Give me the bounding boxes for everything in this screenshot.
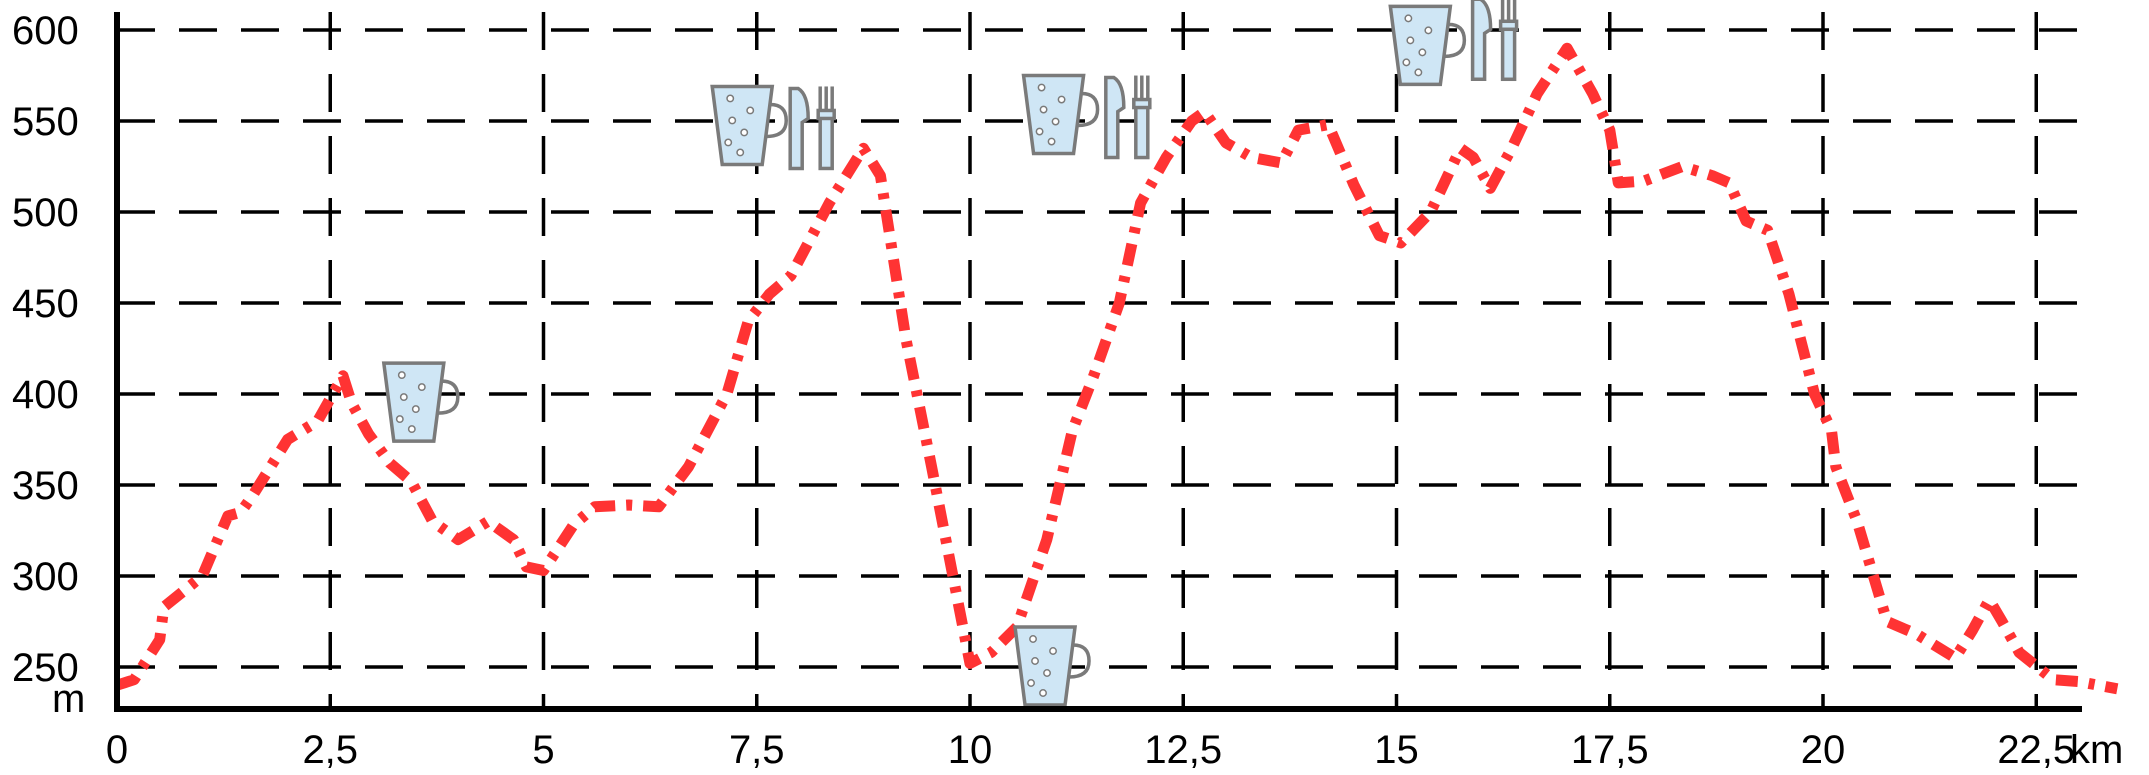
food-icon <box>788 86 836 171</box>
x-tick-label: 15 <box>1374 728 1419 772</box>
y-axis-unit: m <box>52 677 85 721</box>
drink-icon <box>1388 4 1467 87</box>
y-tick-label: 450 <box>12 282 79 326</box>
x-axis-unit: km <box>2070 728 2123 772</box>
amenity-icons <box>381 0 1519 707</box>
x-tick-label: 20 <box>1801 728 1846 772</box>
food-icon <box>1470 0 1519 82</box>
grid <box>117 12 2082 709</box>
y-tick-label: 500 <box>12 191 79 235</box>
elevation-profile <box>115 42 2119 695</box>
x-tick-label: 0 <box>106 728 128 772</box>
x-tick-label: 22,5 <box>1997 728 2075 772</box>
x-tick-label: 5 <box>532 728 554 772</box>
x-tick-label: 17,5 <box>1571 728 1649 772</box>
drink-icon <box>1013 625 1091 707</box>
drink-icon <box>1021 73 1100 156</box>
x-tick-label: 7,5 <box>729 728 785 772</box>
x-tick-label: 2,5 <box>302 728 358 772</box>
y-tick-label: 600 <box>12 9 79 53</box>
elevation-line <box>115 42 2119 695</box>
food-icon <box>1104 75 1152 160</box>
axes <box>114 12 2082 712</box>
x-tick-label: 10 <box>948 728 993 772</box>
y-tick-label: 300 <box>12 555 79 599</box>
x-tick-label: 12,5 <box>1144 728 1222 772</box>
drink-icon <box>381 361 460 443</box>
drink-icon <box>710 84 788 167</box>
tick-labels: 250 300 350 400 450 500 550 600 0 2,5 5 7,5 10 12,5 15… <box>12 9 2075 772</box>
y-tick-label: 350 <box>12 464 79 508</box>
y-tick-label: 250 <box>12 646 79 690</box>
y-tick-label: 400 <box>12 373 79 417</box>
y-tick-label: 550 <box>12 100 79 144</box>
